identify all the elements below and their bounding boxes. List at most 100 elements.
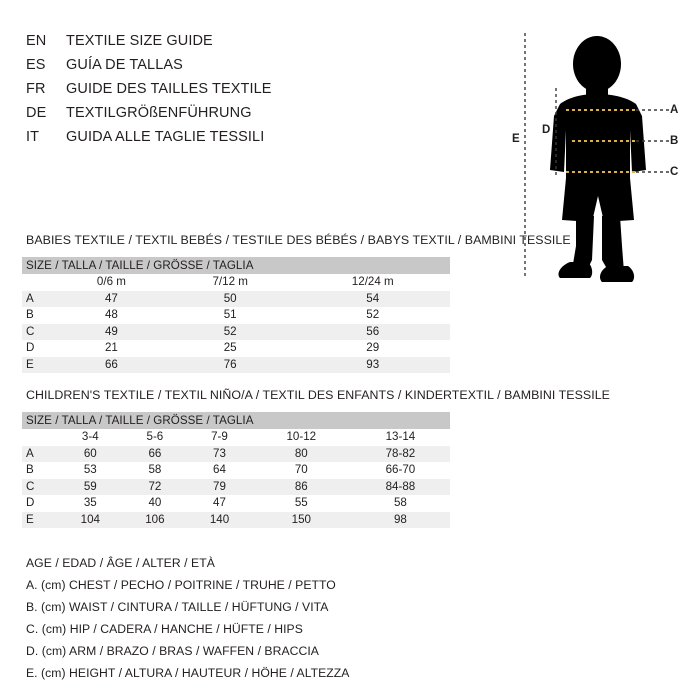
children-cell-d-3: 55 [251,495,351,512]
children-cell-c-4: 84-88 [350,478,450,495]
babies-cell-c-1: 52 [164,323,296,340]
language-row-fr: FR GUIDE DES TAILLES TEXTILE [26,81,446,105]
babies-row-label-d: D [22,340,58,357]
legend-line-age: AGE / EDAD / ÂGE / ALTER / ETÀ [26,556,215,570]
babies-cell-e-2: 93 [295,356,450,373]
language-row-en: EN TEXTILE SIZE GUIDE [26,33,446,57]
legend-line-waist: B. (cm) WAIST / CINTURA / TAILLE / HÜFTU… [26,600,329,614]
babies-cell-a-1: 50 [164,290,296,307]
children-row-label-e: E [22,511,58,528]
babies-cell-b-1: 51 [164,307,296,324]
table-banner-row: SIZE / TALLA / TAILLE / GRÖSSE / TAGLIA [22,412,450,429]
children-cell-d-4: 58 [350,495,450,512]
language-code-it: IT [26,129,40,145]
babies-size-banner: SIZE / TALLA / TAILLE / GRÖSSE / TAGLIA [22,257,450,274]
children-cell-e-4: 98 [350,511,450,528]
babies-cell-c-0: 49 [58,323,165,340]
figure-label-c: C [670,166,679,178]
children-cell-c-2: 79 [187,478,252,495]
babies-row-label-c: C [22,323,58,340]
children-cell-a-0: 60 [58,445,123,462]
child-silhouette-svg [524,33,670,282]
babies-cell-b-2: 52 [295,307,450,324]
babies-cell-d-2: 29 [295,340,450,357]
children-cell-e-1: 106 [122,511,188,528]
babies-row-label-b: B [22,307,58,324]
table-row: D 35 40 47 55 58 [22,495,450,512]
babies-cell-b-0: 48 [58,307,165,324]
child-measurement-diagram: A B C D E [498,20,698,290]
measurement-legend: AGE / EDAD / ÂGE / ALTER / ETÀ A. (cm) C… [26,552,349,684]
children-size-table: SIZE / TALLA / TAILLE / GRÖSSE / TAGLIA … [22,412,450,528]
babies-cell-e-1: 76 [164,356,296,373]
table-header-row: 0/6 m 7/12 m 12/24 m [22,274,450,291]
child-silhouette-shape [550,36,646,282]
babies-column-header-2: 12/24 m [295,274,450,291]
language-code-es: ES [26,57,46,73]
language-row-es: ES GUÍA DE TALLAS [26,57,446,81]
babies-row-label-a: A [22,290,58,307]
children-column-header-2: 7-9 [187,429,252,446]
table-banner-row: SIZE / TALLA / TAILLE / GRÖSSE / TAGLIA [22,257,450,274]
babies-row-label-e: E [22,356,58,373]
children-row-label-d: D [22,495,58,512]
babies-cell-d-0: 21 [58,340,165,357]
language-code-fr: FR [26,81,46,97]
legend-line-height: E. (cm) HEIGHT / ALTURA / HAUTEUR / HÖHE… [26,666,350,680]
figure-label-a: A [670,104,679,116]
language-row-it: IT GUIDA ALLE TAGLIE TESSILI [26,129,446,153]
language-code-en: EN [26,33,47,49]
children-cell-d-0: 35 [58,495,123,512]
figure-label-e: E [512,133,520,145]
table-row: E 66 76 93 [22,356,450,373]
table-row: C 59 72 79 86 84-88 [22,478,450,495]
children-row-label-a: A [22,445,58,462]
children-cell-d-2: 47 [187,495,252,512]
children-cell-a-2: 73 [187,445,252,462]
children-cell-a-1: 66 [122,445,188,462]
table-row: D 21 25 29 [22,340,450,357]
figure-label-d: D [542,124,551,136]
children-cell-e-2: 140 [187,511,252,528]
children-cell-e-3: 150 [251,511,351,528]
children-header-corner [22,429,58,446]
language-text-de: TEXTILGRÖßENFÜHRUNG [66,105,252,121]
children-cell-b-1: 58 [122,462,188,479]
children-cell-b-3: 70 [251,462,351,479]
babies-column-header-0: 0/6 m [58,274,165,291]
babies-cell-e-0: 66 [58,356,165,373]
legend-line-chest: A. (cm) CHEST / PECHO / POITRINE / TRUHE… [26,578,336,592]
children-cell-e-0: 104 [58,511,123,528]
language-text-fr: GUIDE DES TAILLES TEXTILE [66,81,272,97]
children-section-title: CHILDREN'S TEXTILE / TEXTIL NIÑO/A / TEX… [26,388,610,402]
language-text-it: GUIDA ALLE TAGLIE TESSILI [66,129,265,145]
children-cell-a-3: 80 [251,445,351,462]
babies-cell-c-2: 56 [295,323,450,340]
children-cell-c-1: 72 [122,478,188,495]
table-row: C 49 52 56 [22,323,450,340]
children-cell-c-3: 86 [251,478,351,495]
table-row: B 48 51 52 [22,307,450,324]
babies-cell-a-0: 47 [58,290,165,307]
babies-cell-d-1: 25 [164,340,296,357]
children-column-header-4: 13-14 [350,429,450,446]
babies-cell-a-2: 54 [295,290,450,307]
children-column-header-3: 10-12 [251,429,351,446]
children-column-header-0: 3-4 [58,429,123,446]
children-cell-d-1: 40 [122,495,188,512]
table-header-row: 3-4 5-6 7-9 10-12 13-14 [22,429,450,446]
table-row: B 53 58 64 70 66-70 [22,462,450,479]
legend-line-hip: C. (cm) HIP / CADERA / HANCHE / HÜFTE / … [26,622,303,636]
babies-size-table: SIZE / TALLA / TAILLE / GRÖSSE / TAGLIA … [22,257,450,373]
children-size-banner: SIZE / TALLA / TAILLE / GRÖSSE / TAGLIA [22,412,450,429]
children-row-label-c: C [22,478,58,495]
babies-column-header-1: 7/12 m [164,274,296,291]
babies-section-title: BABIES TEXTILE / TEXTIL BEBÉS / TESTILE … [26,233,571,247]
children-column-header-1: 5-6 [122,429,188,446]
language-text-es: GUÍA DE TALLAS [66,57,183,73]
children-cell-b-4: 66-70 [350,462,450,479]
children-cell-b-2: 64 [187,462,252,479]
language-header-block: EN TEXTILE SIZE GUIDE ES GUÍA DE TALLAS … [26,33,446,153]
language-row-de: DE TEXTILGRÖßENFÜHRUNG [26,105,446,129]
figure-label-b: B [670,135,679,147]
